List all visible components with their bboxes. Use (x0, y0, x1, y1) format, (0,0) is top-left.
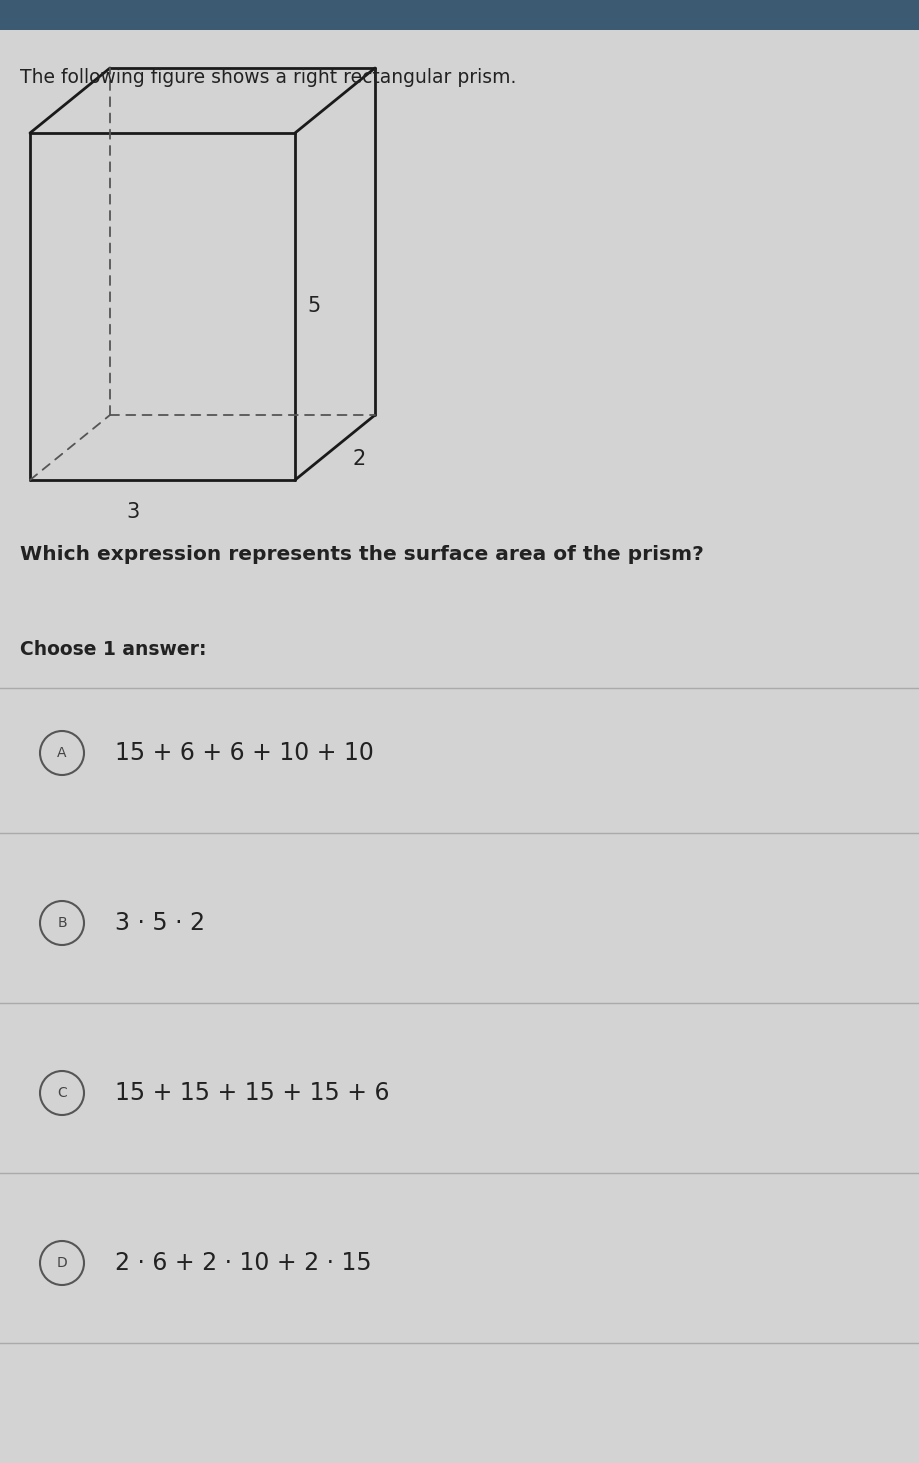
Text: 3: 3 (126, 502, 139, 522)
Text: C: C (57, 1086, 67, 1100)
Text: D: D (57, 1257, 67, 1270)
Text: The following figure shows a right rectangular prism.: The following figure shows a right recta… (20, 67, 516, 86)
Text: A: A (57, 746, 67, 759)
Text: Which expression represents the surface area of the prism?: Which expression represents the surface … (20, 546, 704, 565)
Bar (0, 0, 919, 31)
Text: 2 · 6 + 2 · 10 + 2 · 15: 2 · 6 + 2 · 10 + 2 · 15 (115, 1251, 371, 1274)
Text: B: B (57, 916, 67, 930)
Text: 5: 5 (307, 297, 320, 316)
Text: 3 · 5 · 2: 3 · 5 · 2 (115, 911, 205, 935)
Text: 15 + 15 + 15 + 15 + 6: 15 + 15 + 15 + 15 + 6 (115, 1081, 390, 1105)
Text: 15 + 6 + 6 + 10 + 10: 15 + 6 + 6 + 10 + 10 (115, 740, 374, 765)
Text: 2: 2 (352, 449, 365, 470)
Text: Choose 1 answer:: Choose 1 answer: (20, 639, 207, 658)
